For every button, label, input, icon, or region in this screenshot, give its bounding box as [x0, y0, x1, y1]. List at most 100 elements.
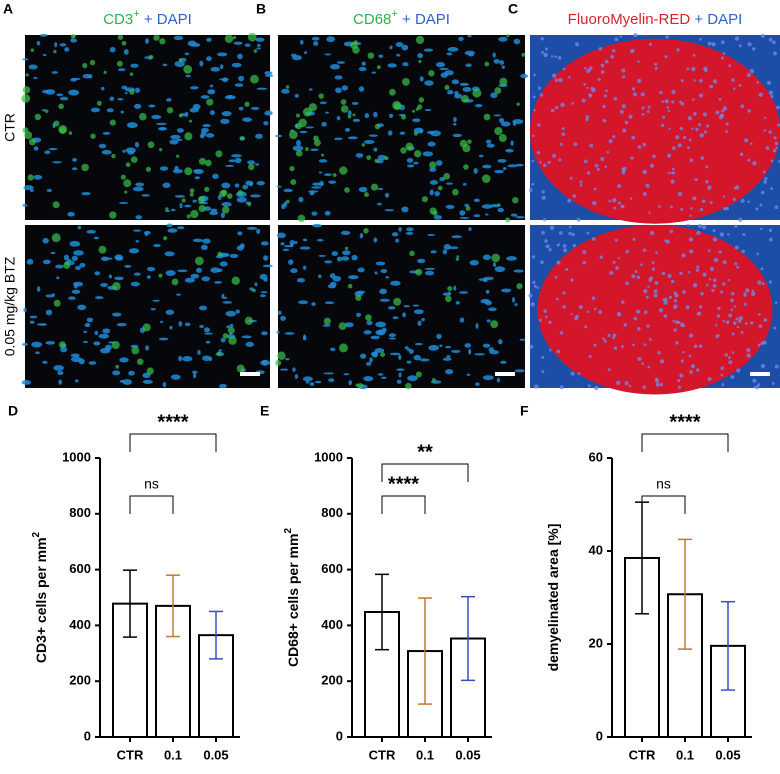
nucleus: [633, 33, 638, 38]
positive-cell: [289, 130, 298, 139]
nucleus: [591, 237, 596, 241]
nucleus: [731, 78, 735, 82]
positive-cell: [357, 383, 364, 389]
nucleus: [720, 290, 724, 294]
nucleus: [607, 333, 611, 338]
nucleus: [680, 359, 684, 363]
nucleus: [424, 267, 436, 270]
nucleus: [50, 251, 56, 255]
nucleus: [718, 98, 722, 101]
nucleus: [468, 227, 472, 232]
nucleus: [44, 150, 51, 155]
nucleus: [392, 316, 399, 320]
positive-cell: [339, 343, 349, 353]
nucleus: [732, 321, 737, 325]
nucleus: [722, 319, 725, 323]
nucleus: [709, 201, 713, 205]
nucleus: [625, 281, 630, 286]
nucleus: [746, 348, 751, 353]
nucleus: [334, 137, 343, 141]
nucleus: [170, 134, 181, 140]
positive-cell: [204, 186, 210, 193]
nucleus: [725, 129, 728, 133]
positive-cell: [320, 153, 324, 157]
nucleus: [370, 335, 380, 340]
nucleus: [727, 278, 730, 282]
nucleus: [396, 379, 402, 384]
nucleus: [374, 271, 378, 275]
nucleus: [624, 381, 629, 386]
row-label: 0.05 mg/kg BTZ: [2, 256, 18, 356]
positive-cell: [194, 256, 204, 266]
positive-cell: [447, 286, 453, 292]
positive-cell: [222, 333, 229, 339]
nucleus: [155, 122, 167, 126]
nucleus: [36, 286, 41, 292]
nucleus: [548, 248, 552, 252]
nucleus: [720, 373, 724, 377]
nucleus: [536, 286, 540, 289]
nucleus: [162, 382, 167, 388]
nucleus: [642, 385, 646, 389]
nucleus: [568, 231, 572, 236]
nucleus: [357, 267, 365, 273]
nucleus: [542, 163, 547, 168]
nucleus: [691, 66, 696, 72]
nucleus: [647, 365, 651, 369]
nucleus: [612, 336, 615, 340]
nucleus: [751, 289, 755, 293]
nucleus: [561, 127, 565, 131]
positive-cell: [365, 314, 372, 321]
positive-cell: [22, 127, 29, 134]
nucleus: [622, 75, 626, 79]
nucleus: [570, 279, 574, 282]
nucleus: [371, 71, 377, 74]
nucleus: [102, 131, 111, 135]
nucleus: [567, 198, 572, 203]
nucleus: [109, 46, 116, 53]
nucleus: [624, 120, 629, 125]
nucleus: [649, 163, 655, 168]
nucleus: [622, 166, 627, 171]
nucleus: [341, 256, 350, 261]
nucleus: [542, 218, 546, 222]
nucleus: [719, 232, 725, 237]
nucleus: [206, 37, 212, 42]
positive-cell: [124, 190, 128, 194]
nucleus: [21, 380, 32, 385]
nucleus: [48, 147, 58, 151]
nucleus: [498, 36, 508, 42]
nucleus: [125, 147, 136, 154]
nucleus: [604, 165, 608, 168]
nucleus: [276, 185, 282, 188]
nucleus: [667, 109, 671, 113]
nucleus: [348, 379, 353, 386]
nucleus: [713, 257, 719, 263]
nucleus: [745, 288, 750, 293]
y-axis-label: CD68+ cells per mm2: [283, 528, 301, 667]
tissue-red: [530, 38, 780, 224]
nucleus: [739, 152, 744, 156]
nucleus: [86, 229, 96, 234]
nucleus: [648, 42, 653, 46]
positive-cell: [332, 173, 337, 178]
tissue-red: [537, 225, 773, 395]
nucleus: [294, 374, 299, 379]
nucleus: [373, 111, 378, 118]
nucleus: [653, 289, 658, 294]
nucleus: [750, 291, 756, 297]
nucleus: [761, 282, 765, 285]
nucleus: [298, 300, 309, 305]
nucleus: [747, 200, 750, 203]
nucleus: [512, 297, 516, 303]
nucleus: [543, 52, 548, 58]
nucleus: [234, 157, 242, 164]
nucleus: [763, 180, 767, 184]
nucleus: [604, 59, 609, 64]
nucleus: [33, 146, 39, 151]
nucleus: [482, 164, 492, 169]
nucleus: [336, 61, 345, 64]
nucleus: [577, 372, 581, 376]
nucleus: [679, 271, 683, 276]
nucleus: [473, 167, 478, 174]
